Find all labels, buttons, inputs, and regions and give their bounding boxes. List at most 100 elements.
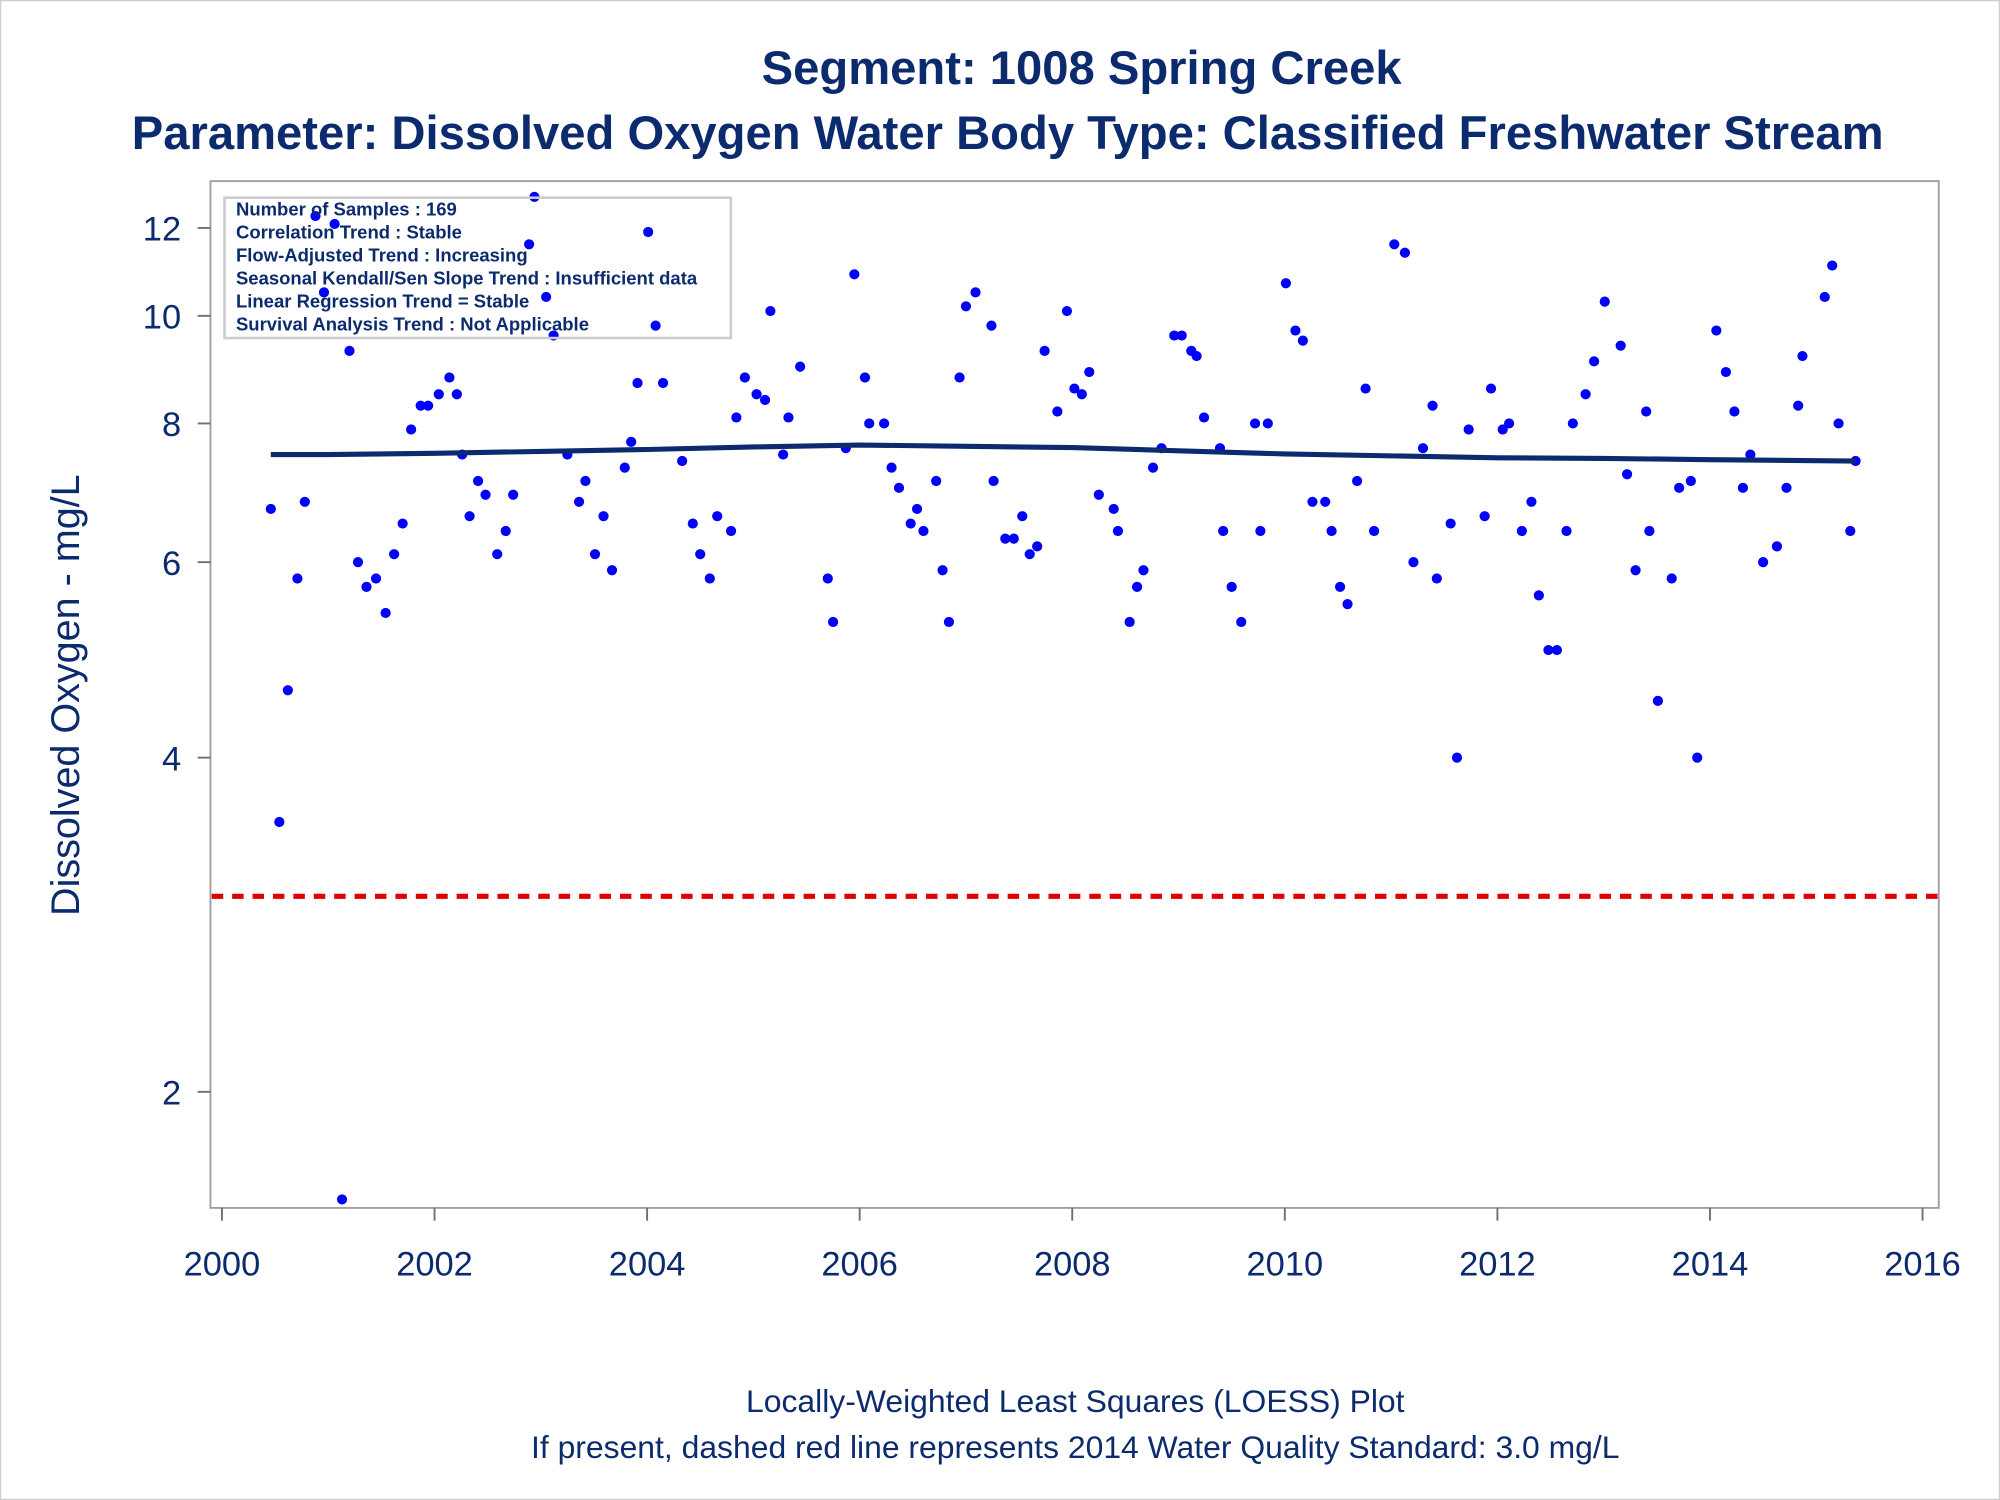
- data-point: [500, 525, 511, 537]
- data-point: [1198, 412, 1210, 423]
- data-point: [619, 462, 630, 473]
- data-point: [827, 616, 839, 628]
- data-point: [336, 1194, 348, 1205]
- data-point: [1692, 752, 1703, 763]
- data-point: [1533, 590, 1544, 601]
- data-point: [1290, 325, 1301, 336]
- data-point: [299, 496, 310, 507]
- data-point: [1124, 616, 1135, 628]
- y-axis: 2 4 6 8 10 12: [143, 211, 211, 1113]
- data-point: [1781, 482, 1792, 493]
- data-point: [1516, 525, 1527, 537]
- data-point: [759, 394, 771, 406]
- data-point: [879, 418, 890, 429]
- data-point: [389, 549, 400, 560]
- data-point: [849, 269, 860, 280]
- data-point: [1580, 389, 1591, 400]
- data-point: [1297, 335, 1308, 346]
- data-point: [433, 389, 444, 400]
- data-point: [1497, 424, 1508, 435]
- data-point: [524, 239, 535, 250]
- data-point: [1463, 424, 1474, 435]
- data-point: [695, 549, 706, 560]
- data-point: [1326, 525, 1337, 537]
- data-point: [886, 462, 897, 473]
- data-point: [1255, 525, 1266, 537]
- data-point: [970, 287, 981, 298]
- data-point: [1249, 418, 1261, 429]
- data-point: [1408, 557, 1419, 568]
- data-point: [731, 412, 742, 423]
- data-point: [1561, 525, 1572, 537]
- data-point: [1147, 462, 1159, 473]
- data-point: [643, 226, 654, 238]
- data-point: [1334, 581, 1346, 592]
- data-point: [822, 573, 833, 584]
- data-point: [1630, 565, 1641, 576]
- data-point: [1833, 418, 1844, 429]
- data-point: [352, 557, 364, 568]
- data-point: [1599, 296, 1610, 307]
- x-tick-label: 2008: [1034, 1246, 1111, 1284]
- data-point: [1191, 350, 1202, 362]
- data-point: [1008, 533, 1019, 544]
- data-point: [864, 418, 875, 429]
- data-point: [1093, 489, 1104, 500]
- y-tick-label: 8: [162, 406, 181, 444]
- data-point: [1737, 482, 1749, 493]
- data-point: [1000, 533, 1011, 544]
- data-point: [464, 511, 475, 522]
- data-point: [508, 489, 519, 500]
- data-point: [1108, 503, 1119, 515]
- data-point: [265, 503, 276, 515]
- stat-survival-analysis-trend: Survival Analysis Trend : Not Applicable: [236, 313, 589, 334]
- data-point: [765, 305, 776, 317]
- data-point: [1827, 260, 1838, 271]
- data-point: [1720, 366, 1732, 378]
- data-point: [606, 565, 618, 576]
- data-point: [1674, 482, 1685, 493]
- data-point: [751, 389, 762, 400]
- data-point: [1427, 400, 1438, 411]
- data-point: [1061, 305, 1073, 317]
- data-point: [406, 424, 417, 435]
- y-tick-label: 4: [162, 740, 181, 778]
- data-point: [1845, 525, 1856, 537]
- data-point: [1567, 418, 1578, 429]
- stat-linear-regression-trend: Linear Regression Trend = Stable: [236, 290, 529, 311]
- data-point: [1069, 383, 1080, 394]
- data-point: [589, 549, 601, 560]
- data-point: [1360, 383, 1371, 394]
- x-tick-label: 2010: [1247, 1246, 1324, 1284]
- x-tick-label: 2014: [1672, 1246, 1749, 1284]
- data-point: [911, 503, 923, 515]
- data-point: [274, 816, 285, 828]
- data-point: [444, 372, 455, 383]
- y-axis-label: Dissolved Oxygen - mg/L: [44, 474, 88, 916]
- chart-title: Segment: 1008 Spring Creek: [762, 42, 1403, 95]
- data-point: [1451, 752, 1463, 763]
- data-point: [1589, 356, 1600, 367]
- data-point: [598, 511, 609, 522]
- data-point: [1526, 496, 1537, 507]
- data-point: [1479, 511, 1490, 522]
- data-point: [1076, 389, 1087, 400]
- data-point: [1485, 383, 1497, 394]
- data-point: [1729, 406, 1740, 417]
- data-point: [943, 616, 955, 628]
- stats-box: Number of Samples : 169 Correlation Tren…: [223, 196, 733, 340]
- data-point: [397, 518, 408, 529]
- data-point: [1389, 239, 1400, 250]
- data-point: [712, 511, 723, 522]
- data-point: [1793, 400, 1804, 411]
- footnote-loess: Locally-Weighted Least Squares (LOESS) P…: [746, 1383, 1405, 1419]
- data-point: [1417, 443, 1429, 454]
- data-point: [480, 489, 491, 500]
- data-point: [1369, 525, 1380, 537]
- data-point: [1399, 247, 1411, 258]
- data-point: [580, 475, 591, 487]
- plot-frame: [209, 180, 1940, 1209]
- data-point: [1431, 573, 1442, 584]
- data-point: [632, 377, 643, 389]
- data-point: [318, 287, 330, 298]
